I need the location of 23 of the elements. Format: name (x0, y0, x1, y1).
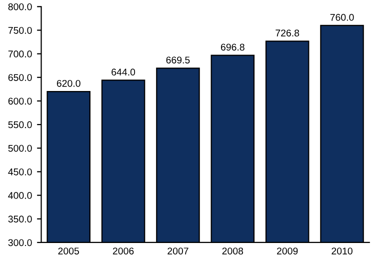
y-tick-label: 650.0 (8, 74, 32, 81)
data-label: 726.8 (276, 30, 300, 36)
data-label: 760.0 (330, 14, 354, 21)
x-tick-label: 2009 (277, 248, 298, 254)
y-tick-label: 800.0 (8, 3, 32, 10)
x-tick-label: 2008 (222, 248, 244, 254)
data-label: 620.0 (56, 80, 80, 87)
x-tick-label: 2007 (168, 248, 188, 254)
data-label: 669.5 (166, 56, 190, 64)
x-tick-label: 2006 (112, 248, 134, 254)
y-tick-label: 450.0 (8, 168, 32, 176)
data-label: 696.8 (220, 44, 244, 51)
y-tick-label: 700.0 (8, 50, 32, 58)
y-tick-label: 550.0 (8, 121, 32, 128)
data-label: 644.0 (112, 68, 136, 76)
y-tick-label: 600.0 (8, 98, 32, 105)
x-tick-label: 2005 (58, 248, 79, 254)
y-tick-label: 400.0 (8, 192, 32, 199)
y-tick-label: 300.0 (8, 239, 32, 246)
y-tick-label: 350.0 (8, 216, 32, 223)
x-tick-label: 2010 (332, 248, 352, 254)
y-tick-label: 500.0 (8, 144, 32, 152)
y-tick-label: 750.0 (8, 26, 32, 34)
